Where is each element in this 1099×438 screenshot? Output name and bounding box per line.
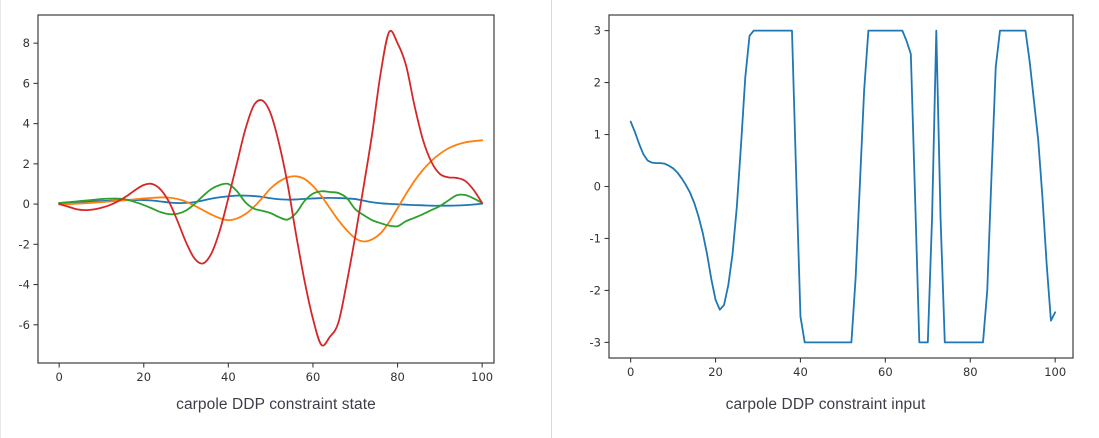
x-tick-label: 80 <box>963 365 978 379</box>
x-tick-label: 60 <box>878 365 893 379</box>
series-green-line <box>58 182 484 228</box>
x-tick-label: 40 <box>221 370 236 384</box>
input-chart-caption: carpole DDP constraint input <box>725 396 926 413</box>
x-tick-label: 20 <box>708 365 723 379</box>
y-tick-label: 0 <box>23 197 30 211</box>
y-tick-label: -1 <box>590 231 601 245</box>
y-tick-label: -2 <box>590 283 601 297</box>
input-chart-panel: 0 20 40 60 80 100 3 2 1 0 -1 -2 -3 carpole DDP const… <box>552 0 1099 438</box>
axes-spines <box>37 14 495 364</box>
x-tick-label: 0 <box>627 365 634 379</box>
state-chart-caption: carpole DDP constraint state <box>176 396 376 413</box>
axes-spines <box>608 14 1074 359</box>
y-tick-label: 4 <box>23 117 30 131</box>
y-tick-label: 1 <box>594 128 601 142</box>
x-tick-label: 60 <box>306 370 321 384</box>
x-tick-label: 40 <box>793 365 808 379</box>
y-tick-label: -2 <box>19 237 30 251</box>
y-tick-label: 2 <box>594 76 601 90</box>
y-tick-label: -4 <box>19 278 30 292</box>
series-orange-line <box>58 139 484 243</box>
y-tick-label: -3 <box>590 335 601 349</box>
input-chart: 0 20 40 60 80 100 3 2 1 0 -1 -2 -3 <box>590 14 1074 379</box>
y-tick-label: 2 <box>23 157 30 171</box>
y-tick-label: 3 <box>594 24 601 38</box>
series-red-line <box>58 30 484 347</box>
series-blue-line <box>629 29 1057 344</box>
y-tick-label: -6 <box>19 318 30 332</box>
x-tick-label: 100 <box>471 370 493 384</box>
x-tick-label: 80 <box>390 370 405 384</box>
x-tick-label: 20 <box>136 370 151 384</box>
x-tick-label: 0 <box>55 370 62 384</box>
y-tick-label: 6 <box>23 76 30 90</box>
y-tick-label: 0 <box>594 180 601 194</box>
state-chart-panel: 0 20 40 60 80 100 8 6 4 2 0 -2 -4 -6 carpole DDP cons… <box>1 0 552 438</box>
y-tick-label: 8 <box>23 36 30 50</box>
x-tick-label: 100 <box>1044 365 1066 379</box>
